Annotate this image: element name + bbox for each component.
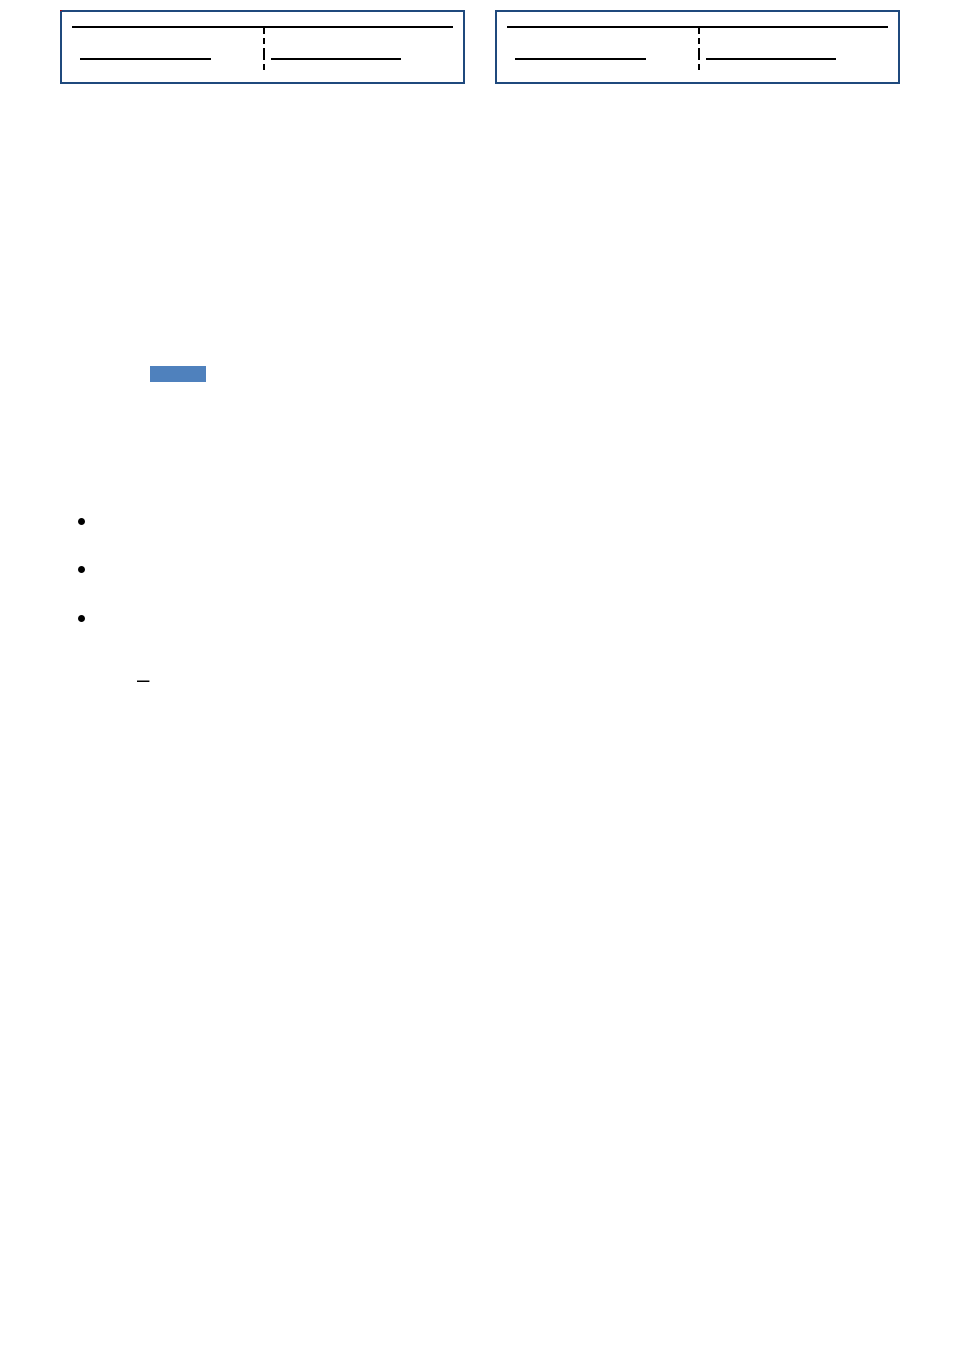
subtotal-rule — [515, 58, 646, 60]
bank-first — [60, 10, 465, 84]
banks-row — [60, 10, 900, 84]
bank-second — [495, 10, 900, 84]
totals-row — [497, 54, 898, 70]
money-supply-highlight — [150, 366, 206, 382]
assets-col — [72, 38, 263, 48]
assets-col — [507, 38, 698, 48]
body-text — [75, 500, 885, 665]
liab-total-col — [698, 58, 889, 64]
bullet-multiplier — [99, 506, 885, 538]
page — [0, 0, 960, 1361]
subtotal-rule — [80, 58, 211, 60]
bullet-reserve-req — [99, 554, 885, 586]
totals-row — [62, 54, 463, 70]
liab-col — [698, 38, 889, 48]
bullet-ecb-min — [99, 603, 885, 635]
subtotal-rule — [706, 58, 837, 60]
balance-body — [62, 28, 463, 54]
assets-total-col — [507, 58, 698, 64]
bank-title — [62, 12, 463, 20]
liab-col — [263, 38, 454, 48]
liab-total-col — [263, 58, 454, 64]
t-account-divider — [698, 54, 700, 70]
t-account-divider — [698, 28, 700, 54]
t-account-divider — [263, 28, 265, 54]
assets-total-col — [72, 58, 263, 64]
bank-title — [497, 12, 898, 20]
top-bullets — [75, 506, 885, 635]
subtotal-rule — [271, 58, 402, 60]
balance-body — [497, 28, 898, 54]
t-account-divider — [263, 54, 265, 70]
